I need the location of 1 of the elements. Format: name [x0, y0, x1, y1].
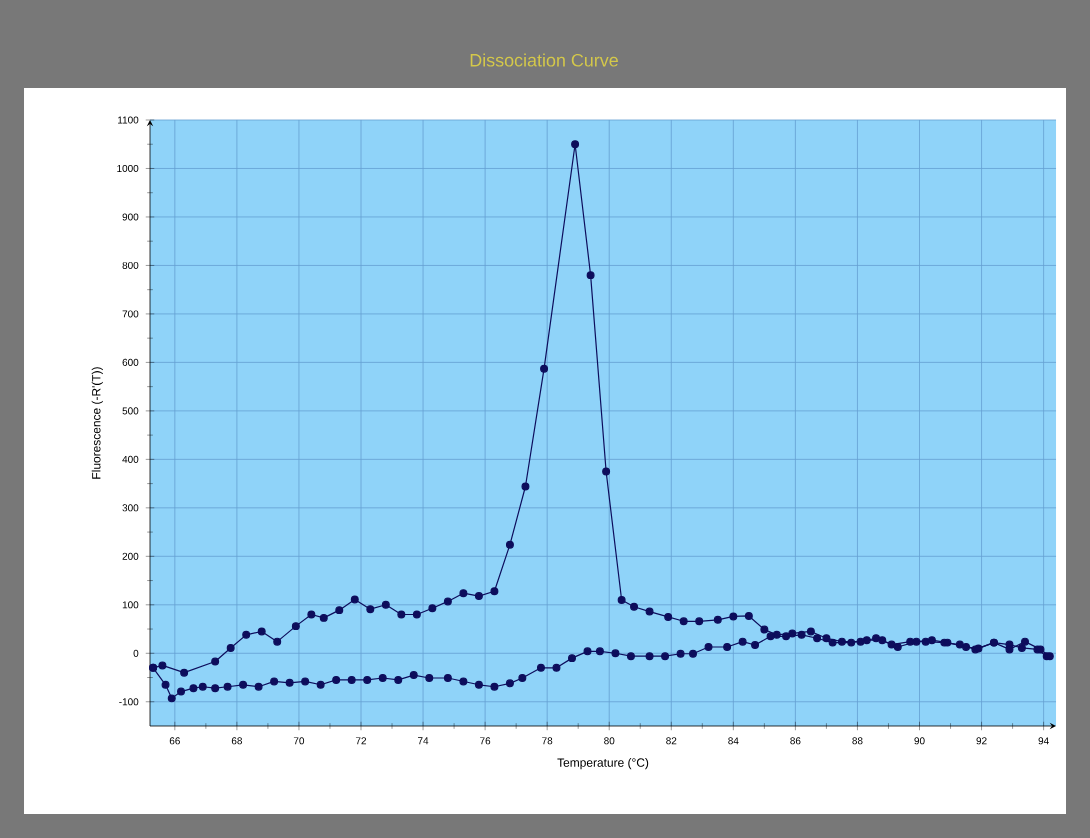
- chart-title: Dissociation Curve: [470, 53, 618, 67]
